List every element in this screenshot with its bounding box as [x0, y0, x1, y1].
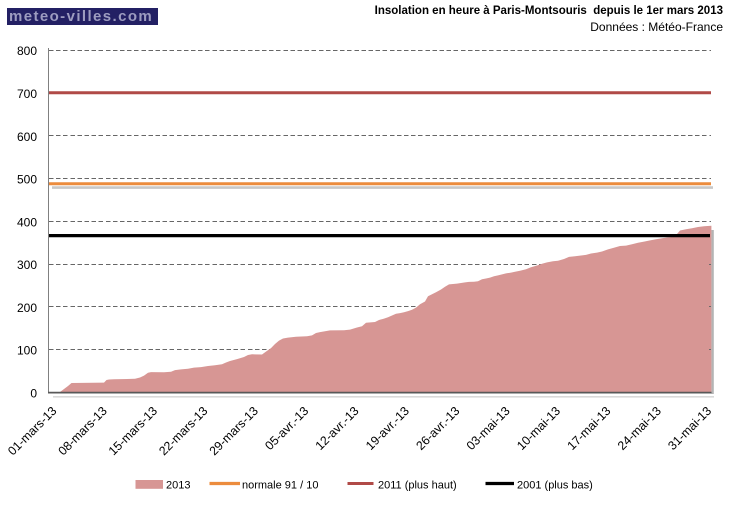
svg-text:19-avr.-13: 19-avr.-13 — [363, 404, 412, 453]
svg-text:26-avr.-13: 26-avr.-13 — [413, 404, 462, 453]
svg-text:400: 400 — [17, 215, 37, 229]
svg-text:15-mars-13: 15-mars-13 — [106, 404, 160, 458]
svg-text:01-mars-13: 01-mars-13 — [5, 404, 59, 458]
svg-text:24-mai-13: 24-mai-13 — [615, 404, 664, 453]
svg-text:12-avr.-13: 12-avr.-13 — [313, 404, 362, 453]
svg-text:2011 (plus haut): 2011 (plus haut) — [378, 480, 457, 492]
svg-text:03-mai-13: 03-mai-13 — [464, 404, 513, 453]
svg-text:normale 91 / 10: normale 91 / 10 — [242, 480, 318, 492]
svg-text:800: 800 — [17, 44, 37, 58]
svg-text:300: 300 — [17, 258, 37, 272]
svg-text:22-mars-13: 22-mars-13 — [156, 404, 210, 458]
svg-text:700: 700 — [17, 87, 37, 101]
svg-text:2001 (plus bas): 2001 (plus bas) — [517, 480, 593, 492]
svg-text:29-mars-13: 29-mars-13 — [207, 404, 261, 458]
svg-text:31-mai-13: 31-mai-13 — [665, 404, 714, 453]
svg-text:0: 0 — [30, 386, 37, 400]
svg-text:05-avr.-13: 05-avr.-13 — [262, 404, 311, 453]
svg-text:200: 200 — [17, 301, 37, 315]
svg-text:17-mai-13: 17-mai-13 — [564, 404, 613, 453]
svg-text:100: 100 — [17, 344, 37, 358]
svg-text:2013: 2013 — [166, 480, 190, 492]
svg-text:500: 500 — [17, 173, 37, 187]
svg-text:10-mai-13: 10-mai-13 — [514, 404, 563, 453]
svg-text:08-mars-13: 08-mars-13 — [55, 404, 109, 458]
svg-text:600: 600 — [17, 130, 37, 144]
